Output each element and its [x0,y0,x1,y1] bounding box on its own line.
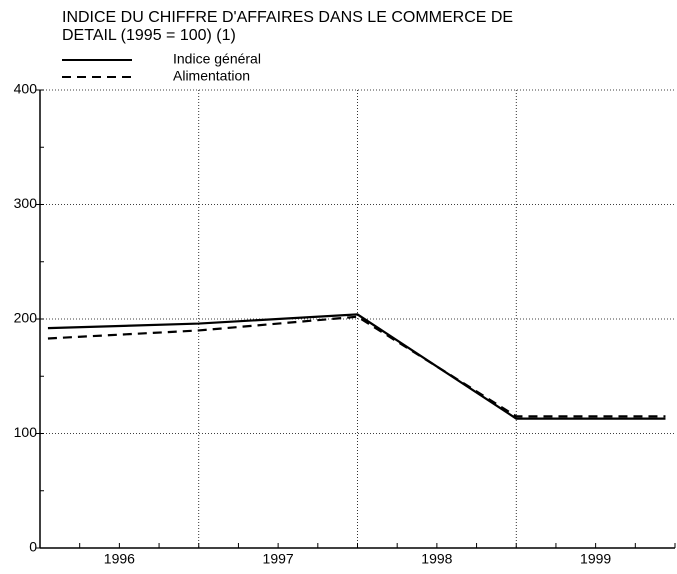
y-tick-label: 200 [14,310,38,326]
x-tick-label: 1997 [263,551,294,567]
y-tick-label: 100 [14,424,38,440]
series-line [47,313,666,420]
y-tick-label: 300 [14,195,38,211]
chart-title-line-1: INDICE DU CHIFFRE D'AFFAIRES DANS LE COM… [62,9,513,44]
y-tick-label: 0 [29,539,37,555]
legend-label: Indice général [173,51,261,67]
legend-label: Alimentation [173,68,250,84]
x-tick-label: 1996 [104,551,135,567]
x-tick-label: 1999 [580,551,611,567]
series-line [47,315,666,418]
x-tick-label: 1998 [421,551,452,567]
y-tick-label: 400 [14,81,38,97]
